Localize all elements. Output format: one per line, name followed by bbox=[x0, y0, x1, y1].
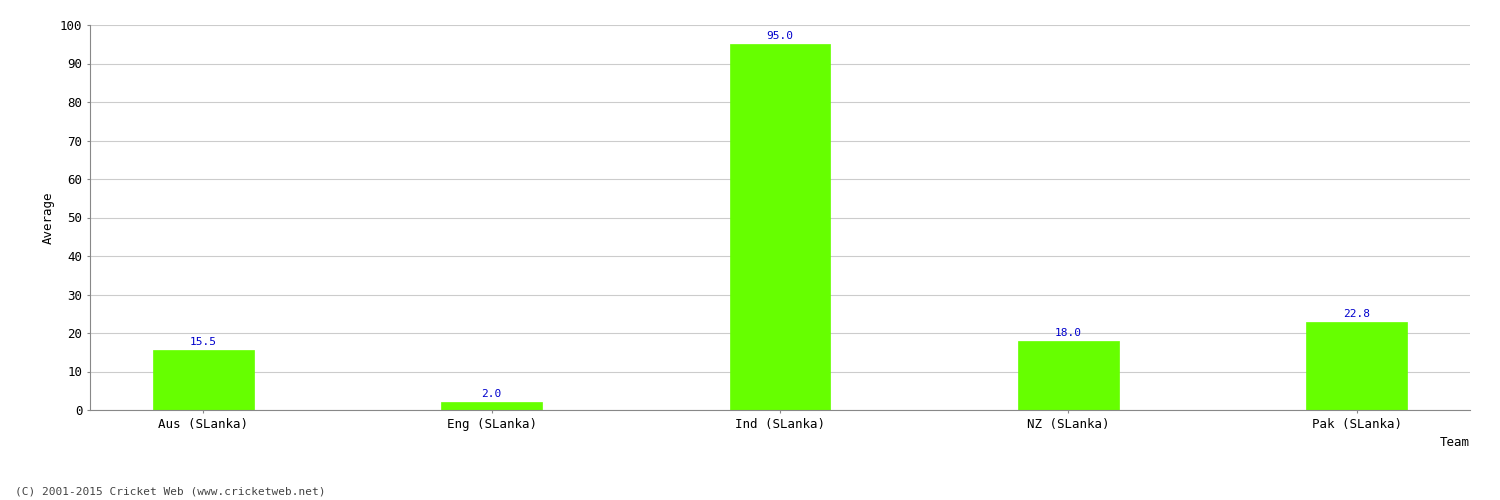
Text: 95.0: 95.0 bbox=[766, 31, 794, 41]
Bar bbox=[153, 350, 254, 410]
Text: 2.0: 2.0 bbox=[482, 389, 501, 399]
Text: 22.8: 22.8 bbox=[1344, 309, 1371, 319]
X-axis label: Team: Team bbox=[1440, 436, 1470, 449]
Bar bbox=[729, 44, 831, 410]
Bar bbox=[1019, 340, 1119, 410]
Bar bbox=[1306, 322, 1407, 410]
Bar bbox=[441, 402, 542, 410]
Text: 15.5: 15.5 bbox=[189, 337, 216, 347]
Text: (C) 2001-2015 Cricket Web (www.cricketweb.net): (C) 2001-2015 Cricket Web (www.cricketwe… bbox=[15, 487, 326, 497]
Y-axis label: Average: Average bbox=[42, 191, 54, 244]
Text: 18.0: 18.0 bbox=[1054, 328, 1082, 338]
